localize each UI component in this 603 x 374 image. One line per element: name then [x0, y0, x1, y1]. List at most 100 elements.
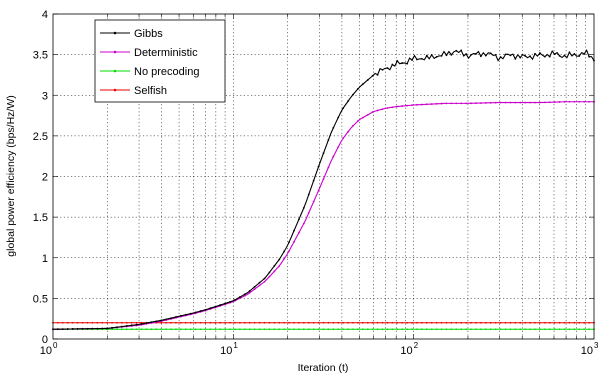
- data-point: [504, 321, 507, 324]
- data-point: [125, 325, 128, 327]
- data-point: [106, 327, 108, 330]
- data-point: [170, 317, 172, 320]
- data-point: [578, 321, 581, 324]
- data-point: [258, 284, 261, 287]
- data-point: [248, 328, 251, 331]
- data-point: [238, 328, 241, 331]
- data-point: [263, 277, 266, 280]
- data-point: [160, 321, 163, 324]
- data-point: [406, 62, 409, 65]
- data-point: [534, 328, 536, 331]
- data-point: [219, 304, 222, 306]
- data-point: [243, 328, 246, 331]
- data-point: [406, 328, 409, 331]
- legend-label-deterministic: Deterministic: [134, 47, 198, 59]
- data-point: [194, 321, 197, 324]
- data-point: [455, 328, 458, 331]
- data-point: [524, 328, 527, 331]
- data-point: [470, 321, 472, 324]
- data-point: [401, 321, 404, 324]
- data-point: [416, 321, 418, 324]
- data-point: [391, 106, 394, 109]
- data-point: [455, 102, 458, 105]
- data-point: [416, 328, 418, 331]
- data-point: [578, 328, 581, 331]
- legend-marker-selfish: [113, 88, 117, 92]
- data-point: [179, 314, 182, 317]
- data-point: [563, 328, 566, 331]
- x-tick-label-base: 10: [220, 345, 232, 357]
- data-point: [61, 321, 64, 324]
- data-point: [302, 222, 305, 225]
- data-point: [352, 93, 354, 96]
- data-point: [150, 328, 153, 331]
- data-point: [307, 211, 310, 214]
- data-point: [568, 51, 571, 54]
- data-point: [307, 193, 310, 196]
- data-point: [130, 321, 133, 324]
- data-point: [475, 102, 477, 105]
- data-point: [283, 328, 286, 331]
- data-point: [234, 298, 236, 301]
- data-point: [258, 328, 261, 331]
- data-point: [322, 178, 325, 180]
- data-point: [406, 321, 409, 324]
- data-point: [332, 155, 335, 158]
- data-point: [509, 321, 512, 324]
- data-point: [568, 328, 571, 331]
- y-tick-label: 2: [42, 172, 48, 184]
- data-point: [514, 57, 517, 60]
- data-point: [489, 328, 492, 331]
- data-point: [470, 53, 472, 56]
- data-point: [61, 328, 64, 330]
- data-point: [229, 321, 231, 324]
- data-point: [57, 321, 59, 324]
- data-point: [145, 328, 148, 331]
- data-point: [514, 328, 517, 331]
- data-point: [376, 109, 379, 112]
- data-point: [66, 328, 69, 330]
- series-markers-gibbs: [52, 49, 595, 331]
- data-point: [450, 102, 453, 105]
- x-tick-label: 10 0: [40, 341, 58, 357]
- data-point: [81, 327, 84, 330]
- data-point: [430, 53, 433, 56]
- data-point: [539, 52, 541, 54]
- data-point: [116, 321, 118, 324]
- data-point: [66, 321, 69, 324]
- data-point: [588, 328, 590, 331]
- data-point: [524, 321, 527, 324]
- data-point: [366, 79, 369, 81]
- data-point: [184, 321, 187, 324]
- data-point: [445, 54, 448, 57]
- data-point: [57, 328, 59, 331]
- data-point: [253, 285, 256, 288]
- data-point: [386, 107, 389, 109]
- data-point: [243, 294, 246, 297]
- data-point: [273, 265, 276, 267]
- legend: Gibbs Deterministic No precoding Selfish: [94, 19, 226, 103]
- data-point: [401, 105, 404, 107]
- data-point: [101, 321, 104, 324]
- data-point: [243, 321, 246, 324]
- data-point: [479, 328, 482, 331]
- data-point: [430, 321, 433, 324]
- data-point: [381, 68, 384, 71]
- data-point: [179, 321, 182, 324]
- data-point: [411, 321, 413, 324]
- data-point: [425, 103, 428, 106]
- data-point: [406, 104, 409, 107]
- data-point: [475, 321, 477, 324]
- y-tick-label: 3.5: [33, 50, 48, 62]
- data-point: [337, 116, 340, 119]
- data-point: [499, 101, 502, 104]
- data-point: [332, 126, 335, 129]
- data-point: [465, 321, 468, 324]
- data-point: [238, 296, 241, 298]
- data-point: [175, 321, 177, 324]
- data-point: [86, 321, 89, 324]
- data-point: [116, 328, 118, 331]
- data-point: [396, 321, 399, 324]
- data-point: [86, 327, 89, 330]
- data-point: [440, 321, 443, 324]
